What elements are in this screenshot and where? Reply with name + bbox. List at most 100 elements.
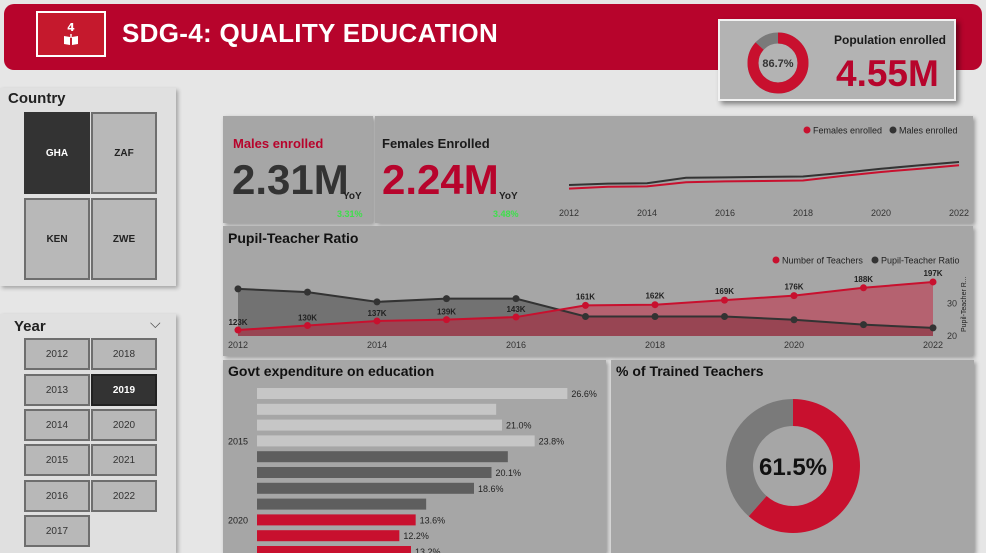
year-button-2021[interactable]: 2021	[91, 444, 157, 476]
trained-donut-slice-0	[748, 399, 860, 533]
enroll-x-tick: 2014	[637, 208, 657, 218]
country-tile-zwe[interactable]: ZWE	[91, 198, 157, 280]
book-icon	[64, 34, 78, 45]
govt-bar	[257, 388, 568, 399]
females-enrolled-card: Females Enrolled 2.24M YoY 3.48% Females…	[375, 116, 973, 223]
ptr-data-label: 130K	[298, 314, 317, 323]
ptr-legend-marker-1	[871, 256, 879, 264]
ptr-data-label: 161K	[576, 292, 595, 301]
ptr-teachers-point	[860, 284, 867, 292]
males-yoy-value: 3.31%	[337, 209, 363, 219]
govt-bar-label: 18.6%	[478, 484, 504, 494]
year-button-2014[interactable]: 2014	[24, 409, 90, 441]
govt-bar	[257, 467, 492, 478]
govt-bar	[257, 419, 502, 431]
legend-label-1: Males enrolled	[899, 126, 958, 136]
enroll-series-line-0	[568, 164, 960, 190]
ptr-ratio-point	[721, 313, 728, 320]
ptr-chart-title: Pupil-Teacher Ratio	[228, 230, 359, 246]
govt-bar	[257, 482, 474, 494]
chevron-down-icon[interactable]: ⌵	[150, 316, 161, 332]
females-enrolled-value: 2.24M	[382, 156, 499, 203]
govt-y-label: 2020	[228, 515, 248, 525]
males-enrolled-card: Males enrolled 2.31M YoY 3.31%	[223, 116, 373, 223]
population-donut: 86.7%	[747, 32, 809, 94]
males-yoy-label: YoY	[343, 191, 362, 202]
ptr-teachers-point	[512, 313, 520, 321]
enroll-x-tick: 2018	[793, 208, 813, 218]
ptr-teachers-area	[238, 281, 933, 336]
ptr-y2-label: Pupil-Teacher R...	[961, 276, 968, 332]
ptr-ratio-point	[582, 313, 589, 320]
ptr-ratio-point	[651, 313, 659, 320]
govt-bar-label: 21.0%	[506, 421, 532, 431]
country-tile-ken[interactable]: KEN	[24, 198, 90, 280]
country-filter-panel: Country GHA ZAF KEN ZWE	[0, 88, 176, 286]
enroll-x-tick: 2012	[559, 208, 579, 218]
legend-marker-0	[803, 126, 811, 134]
ptr-teachers-point	[373, 317, 381, 325]
year-filter-title: Year	[14, 318, 46, 335]
ptr-teachers-point	[234, 326, 242, 334]
ptr-ratio-point	[929, 324, 937, 332]
ptr-ratio-point	[790, 316, 798, 324]
ptr-legend-marker-0	[772, 256, 780, 264]
ptr-teachers-point	[721, 296, 728, 304]
ptr-ratio-point	[304, 288, 311, 296]
ptr-x-tick: 2014	[367, 340, 387, 350]
ptr-ratio-point	[373, 298, 381, 306]
govt-bar-label: 26.6%	[571, 389, 597, 399]
country-tile-zaf[interactable]: ZAF	[91, 112, 157, 194]
govt-chart-title: Govt expenditure on education	[228, 363, 435, 379]
ptr-teachers-point	[443, 316, 450, 324]
females-enrolled-label: Females Enrolled	[382, 136, 490, 151]
sdg-logo-number: 4	[67, 21, 75, 34]
year-button-2016[interactable]: 2016	[24, 480, 90, 512]
year-button-2020[interactable]: 2020	[91, 409, 157, 441]
ptr-data-label: 143K	[506, 305, 525, 314]
population-enrolled-card: 86.7% Population enrolled 4.55M	[718, 19, 956, 101]
ptr-x-tick: 2016	[506, 340, 526, 350]
ptr-teachers-point	[929, 278, 937, 286]
year-button-2012[interactable]: 2012	[24, 338, 90, 370]
year-button-2017[interactable]: 2017	[24, 515, 90, 547]
govt-bar-label: 13.6%	[420, 515, 446, 525]
year-button-2015[interactable]: 2015	[24, 444, 90, 476]
males-enrolled-value: 2.31M	[232, 156, 349, 203]
ptr-y2-tick: 20	[947, 331, 957, 341]
enroll-series-line-1	[568, 161, 960, 186]
year-button-2022[interactable]: 2022	[91, 480, 157, 512]
trained-donut-chart: 61.5%	[726, 399, 860, 533]
year-button-2013[interactable]: 2013	[24, 374, 90, 406]
ptr-x-tick: 2018	[645, 340, 665, 350]
ptr-ratio-point	[443, 295, 450, 303]
females-yoy-value: 3.48%	[493, 209, 519, 219]
ptr-data-label: 176K	[784, 283, 803, 292]
ptr-data-label: 123K	[228, 318, 247, 327]
enrollment-line-chart: Females enrolled Males enrolled 2012 2014 20…	[559, 126, 969, 219]
ptr-teachers-point	[304, 322, 311, 329]
year-button-2019[interactable]: 2019	[91, 374, 157, 406]
trained-teachers-card: % of Trained Teachers 61.5%	[611, 360, 974, 553]
ptr-x-tick: 2022	[923, 340, 943, 350]
year-button-2018[interactable]: 2018	[91, 338, 157, 370]
govt-bar-chart: 26.6% 21.0% 23.8% 2015 20.1% 18.6% 13.6% 2020 12…	[228, 388, 597, 553]
legend-label-0: Females enrolled	[813, 126, 882, 136]
sdg-logo: 4	[36, 11, 106, 57]
population-donut-arc	[747, 32, 809, 94]
govt-bar-label: 13.2%	[415, 547, 441, 553]
ptr-data-label: 188K	[854, 275, 873, 284]
ptr-data-label: 139K	[437, 308, 456, 317]
govt-bar-label: 20.1%	[496, 468, 522, 478]
govt-bar	[257, 546, 411, 553]
ptr-teachers-point	[582, 301, 589, 309]
ptr-teachers-point	[651, 301, 659, 309]
govt-bar	[257, 451, 508, 463]
enroll-x-tick: 2016	[715, 208, 735, 218]
ptr-data-label: 162K	[645, 292, 664, 301]
enroll-x-tick: 2020	[871, 208, 891, 218]
govt-bar	[257, 530, 400, 542]
trained-donut-center-label: 61.5%	[759, 454, 827, 481]
govt-y-label: 2015	[228, 436, 248, 446]
country-tile-gha[interactable]: GHA	[24, 112, 90, 194]
